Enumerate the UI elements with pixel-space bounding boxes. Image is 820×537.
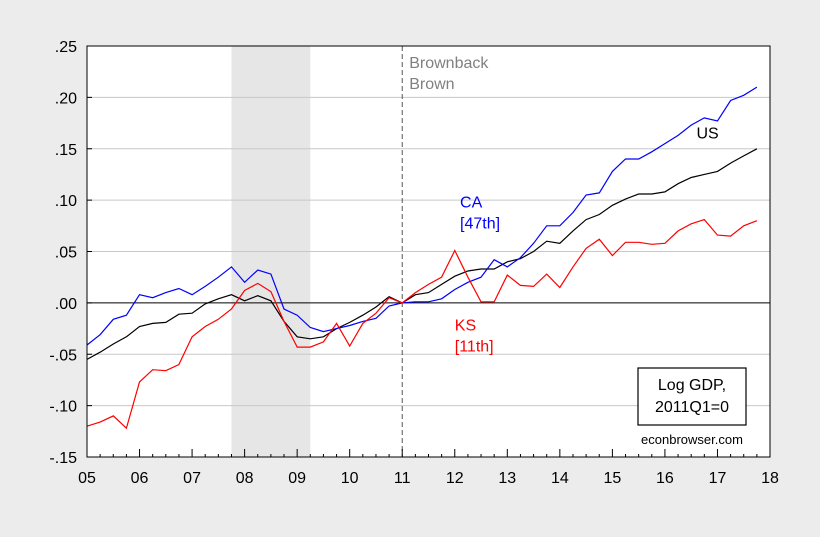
- x-tick-label: 13: [498, 470, 516, 487]
- y-tick-label: .10: [55, 193, 77, 210]
- x-tick-label: 07: [183, 470, 201, 487]
- legend-text: 2011Q1=0: [655, 399, 729, 416]
- x-tick-label: 08: [236, 470, 254, 487]
- series-line-us: [86, 148, 758, 360]
- y-tick-label: -.15: [49, 450, 77, 467]
- y-tick-label: -.05: [49, 347, 77, 364]
- x-tick-label: 16: [656, 470, 674, 487]
- series-label-ca: [47th]: [460, 215, 500, 232]
- x-tick-label: 14: [551, 470, 569, 487]
- x-tick-label: 18: [761, 470, 779, 487]
- series-label-ks: KS: [455, 318, 476, 335]
- x-tick-label: 15: [603, 470, 621, 487]
- y-tick-label: -.10: [49, 399, 77, 416]
- legend-box: [637, 367, 747, 426]
- y-tick-label: .25: [55, 39, 77, 56]
- vline-label: Brown: [409, 76, 454, 93]
- x-tick-label: 10: [341, 470, 359, 487]
- series-label-ca: CA: [460, 194, 483, 211]
- vline-label: Brownback: [409, 55, 489, 72]
- series-label-ks: [11th]: [455, 339, 494, 356]
- series-line-ks: [86, 218, 758, 430]
- source-note: econbrowser.com: [641, 432, 743, 447]
- x-tick-label: 06: [131, 470, 149, 487]
- series-label-us: US: [696, 125, 718, 142]
- x-tick-label: 17: [709, 470, 727, 487]
- y-tick-label: .20: [55, 90, 77, 107]
- y-tick-label: .15: [55, 142, 77, 159]
- x-tick-label: 09: [288, 470, 306, 487]
- legend-text: Log GDP,: [658, 377, 726, 394]
- series-line-ca: [86, 86, 758, 346]
- y-tick-label: .00: [55, 296, 77, 313]
- y-tick-label: .05: [55, 245, 77, 262]
- x-tick-label: 12: [446, 470, 464, 487]
- x-tick-label: 11: [394, 470, 411, 487]
- x-tick-label: 05: [78, 470, 96, 487]
